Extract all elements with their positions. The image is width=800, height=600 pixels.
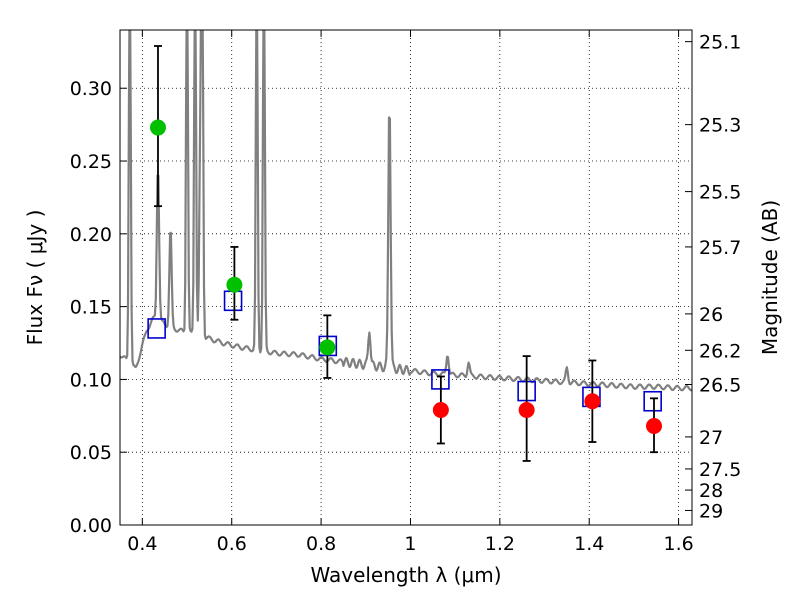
x-tick-label: 1 <box>404 533 416 555</box>
model-spectrum <box>120 30 692 392</box>
model-photometry-square <box>147 318 166 339</box>
magnitude-tick-label: 27.5 <box>699 459 741 481</box>
observed-flux-point <box>432 401 449 418</box>
magnitude-tick-label: 26 <box>699 304 723 326</box>
model-photometry-square <box>223 290 243 312</box>
magnitude-tick-label: 25.1 <box>699 32 741 54</box>
observed-flux-point <box>149 119 166 136</box>
spectrum-line <box>120 30 692 392</box>
observed-flux-point <box>226 276 243 293</box>
y-tick-label: 0.30 <box>70 78 112 100</box>
magnitude-tick-label: 26.5 <box>699 375 741 397</box>
x-axis-label: Wavelength λ (μm) <box>310 563 501 587</box>
data-points <box>147 45 663 462</box>
magnitude-tick-label: 28 <box>699 480 723 502</box>
magnitude-tick-label: 25.3 <box>699 115 741 137</box>
observed-flux-point <box>646 418 663 434</box>
magnitude-tick-label: 27 <box>699 427 723 449</box>
y-tick-label: 0.20 <box>70 224 112 246</box>
axis-ticks: 0.4 0.6 0.8 1 1.2 1.4 1.6 0.00 0.05 0.10 0.15 0.20 0… <box>70 30 741 555</box>
observed-flux-point <box>319 339 336 356</box>
y-tick-label: 0.10 <box>70 369 112 391</box>
x-tick-label: 1.2 <box>485 533 515 555</box>
magnitude-tick-label: 26.2 <box>699 340 741 362</box>
magnitude-tick-label: 25.5 <box>699 182 741 204</box>
magnitude-tick-label: 29 <box>699 500 723 522</box>
grid <box>120 30 692 526</box>
magnitude-axis-label: Magnitude (AB) <box>758 200 782 355</box>
observed-flux-point <box>584 393 601 410</box>
x-tick-label: 0.6 <box>217 533 247 555</box>
y-tick-label: 0.05 <box>70 442 112 464</box>
x-tick-label: 1.6 <box>663 533 693 555</box>
model-photometry-square <box>643 390 662 412</box>
plot-frame <box>119 29 693 526</box>
x-tick-label: 1.4 <box>574 533 604 555</box>
y-tick-label: 0.00 <box>70 515 112 537</box>
y-tick-label: 0.25 <box>70 151 112 173</box>
observed-flux-point <box>518 401 535 418</box>
y-axis-label: Flux Fν ( μJy ) <box>23 210 47 346</box>
x-tick-label: 0.4 <box>127 533 157 555</box>
magnitude-tick-label: 25.7 <box>699 237 741 259</box>
x-tick-label: 0.8 <box>306 533 336 555</box>
y-tick-label: 0.15 <box>70 297 112 319</box>
